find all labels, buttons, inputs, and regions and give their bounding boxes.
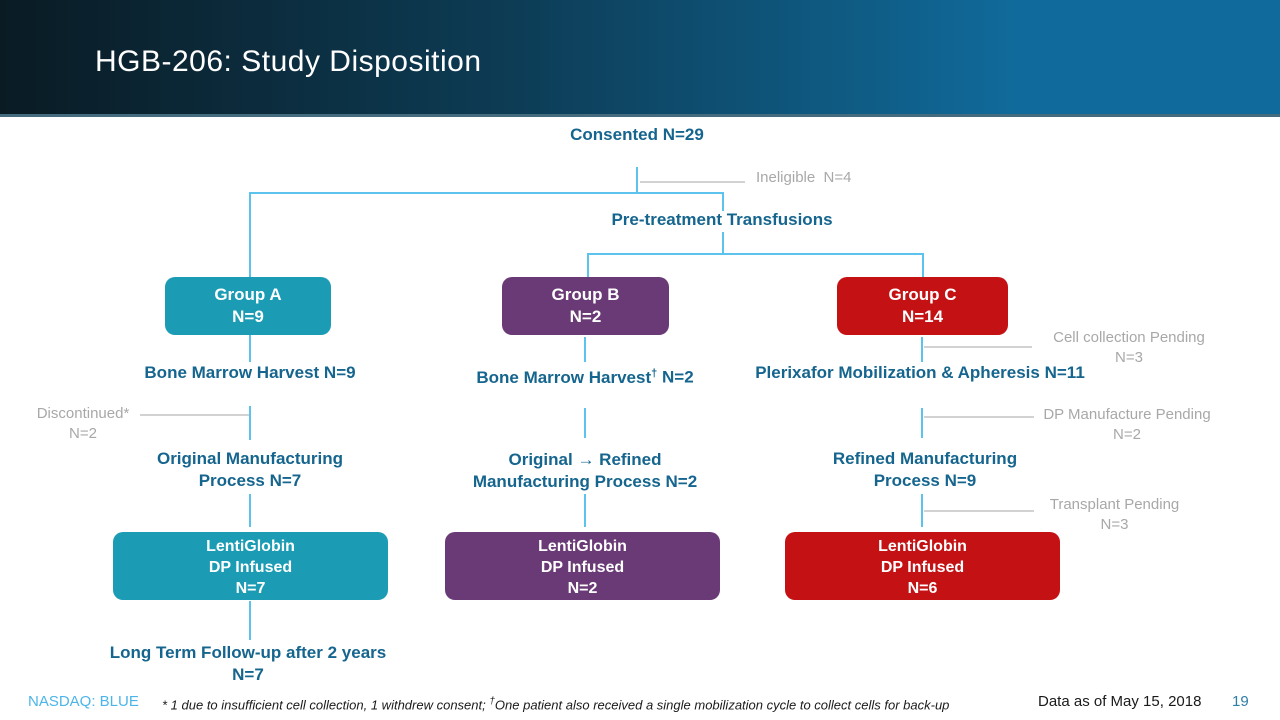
followup-node: Long Term Follow-up after 2 years N=7: [70, 642, 426, 686]
manufacturing-b-line1: Original → Refined: [508, 450, 662, 469]
consented-count: N=29: [662, 125, 704, 144]
dp-manufacture-pending-label: DP Manufacture Pending: [1043, 406, 1211, 423]
bone-marrow-harvest-a-node: Bone Marrow Harvest N=9: [120, 362, 380, 384]
connector-branch-top: [249, 192, 724, 194]
ineligible-label: Ineligible N=4: [756, 169, 852, 186]
manufacturing-b-node: Original → Refined Manufacturing Process…: [425, 449, 745, 493]
infused-a-count: N=7: [235, 580, 266, 597]
infused-a-line2: DP Infused: [208, 559, 293, 576]
group-c-label: Group C: [888, 285, 957, 304]
connector-bmh-a-out: [249, 406, 251, 440]
group-b-box: Group B N=2: [502, 277, 669, 335]
cell-collection-pending-label: Cell collection Pending: [1053, 329, 1205, 346]
cell-collection-pending-node: Cell collection Pending N=3: [1040, 328, 1218, 368]
infused-c-line2: DP Infused: [880, 559, 965, 576]
manufacturing-a-line2: Process N=7: [198, 471, 302, 490]
page-title: HGB-206: Study Disposition: [95, 45, 482, 78]
connector-dp-manufacture-pending: [924, 416, 1034, 418]
pretreatment-label: Pre-treatment Transfusions: [611, 210, 833, 229]
group-b-label: Group B: [551, 285, 620, 304]
plerixafor-label: Plerixafor Mobilization & Apheresis: [755, 363, 1040, 382]
group-c-count: N=14: [901, 307, 944, 326]
consented-label: Consented: [570, 125, 658, 144]
discontinued-node: Discontinued* N=2: [18, 404, 148, 444]
slide-header: HGB-206: Study Disposition: [0, 0, 1280, 117]
connector-group-c-out: [921, 337, 923, 362]
manufacturing-c-node: Refined Manufacturing Process N=9: [795, 448, 1055, 492]
infused-b-line1: LentiGlobin: [538, 538, 627, 555]
connector-ineligible: [640, 181, 745, 183]
page-number: 19: [1232, 693, 1249, 710]
dp-manufacture-pending-node: DP Manufacture Pending N=2: [1032, 405, 1222, 445]
plerixafor-count: N=11: [1044, 363, 1085, 382]
connector-mfg-c-out: [921, 494, 923, 527]
transplant-pending-label: Transplant Pending: [1049, 496, 1180, 513]
connector-plerixafor-out: [921, 408, 923, 438]
transplant-pending-count: N=3: [1100, 516, 1129, 533]
bone-marrow-harvest-a-label: Bone Marrow Harvest: [144, 363, 320, 382]
group-a-count: N=9: [232, 307, 264, 326]
connector-mfg-b-out: [584, 494, 586, 527]
bone-marrow-harvest-a-count: N=9: [323, 363, 356, 382]
nasdaq-ticker: NASDAQ: BLUE: [28, 693, 139, 710]
discontinued-count: N=2: [69, 425, 97, 442]
infused-a-line1: LentiGlobin: [206, 538, 295, 555]
footnote-dagger-symbol: †: [489, 696, 495, 707]
connector-pretreatment-out: [722, 232, 724, 255]
connector-consented-down: [636, 167, 638, 193]
infused-b-count: N=2: [567, 580, 598, 597]
dp-manufacture-pending-count: N=2: [1113, 426, 1141, 443]
lentiglobin-infused-b-box: LentiGlobin DP Infused N=2: [445, 532, 720, 600]
connector-group-a-out: [249, 335, 251, 362]
consented-node: Consented N=29: [547, 124, 727, 146]
infused-b-line2: DP Infused: [540, 559, 625, 576]
plerixafor-node: Plerixafor Mobilization & Apheresis N=11: [750, 362, 1090, 384]
connector-pretreatment-in: [722, 192, 724, 211]
lentiglobin-infused-c-box: LentiGlobin DP Infused N=6: [785, 532, 1060, 600]
connector-mfg-a-out: [249, 494, 251, 527]
discontinued-label: Discontinued*: [36, 405, 130, 422]
followup-count: N=7: [232, 665, 264, 684]
cell-collection-pending-count: N=3: [1115, 349, 1143, 366]
connector-bmh-b-out: [584, 408, 586, 438]
manufacturing-c-line2: Process N=9: [873, 471, 977, 490]
connector-group-c-down: [922, 253, 924, 278]
manufacturing-a-line1: Original Manufacturing: [156, 449, 344, 468]
bone-marrow-harvest-b-node: Bone Marrow Harvest† N=2: [430, 362, 740, 389]
footnote: * 1 due to insufficient cell collection,…: [162, 696, 949, 712]
manufacturing-c-line1: Refined Manufacturing: [832, 449, 1018, 468]
manufacturing-a-node: Original Manufacturing Process N=7: [125, 448, 375, 492]
data-as-of: Data as of May 15, 2018: [1038, 693, 1202, 710]
group-c-box: Group C N=14: [837, 277, 1008, 335]
dagger-symbol: †: [651, 367, 658, 379]
connector-cell-collection-pending: [924, 346, 1032, 348]
connector-discontinued: [140, 414, 249, 416]
followup-label: Long Term Follow-up after 2 years: [109, 643, 387, 662]
lentiglobin-infused-a-box: LentiGlobin DP Infused N=7: [113, 532, 388, 600]
group-b-count: N=2: [569, 307, 602, 326]
group-a-label: Group A: [214, 285, 282, 304]
infused-c-line1: LentiGlobin: [878, 538, 967, 555]
connector-group-a-down: [249, 192, 251, 278]
connector-transplant-pending: [924, 510, 1034, 512]
footnote-dagger-part: One patient also received a single mobil…: [494, 697, 950, 713]
connector-group-b-down: [587, 253, 589, 278]
group-a-box: Group A N=9: [165, 277, 331, 335]
manufacturing-b-line2: Manufacturing Process N=2: [472, 472, 698, 491]
connector-group-b-out: [584, 337, 586, 362]
infused-c-count: N=6: [907, 580, 938, 597]
connector-infused-a-out: [249, 601, 251, 640]
connector-branch-bc: [587, 253, 924, 255]
transplant-pending-node: Transplant Pending N=3: [1032, 495, 1197, 535]
bone-marrow-harvest-b-label: Bone Marrow Harvest†: [476, 367, 658, 387]
footnote-star-part: * 1 due to insufficient cell collection,…: [162, 697, 490, 713]
bone-marrow-harvest-b-count: N=2: [661, 367, 694, 387]
